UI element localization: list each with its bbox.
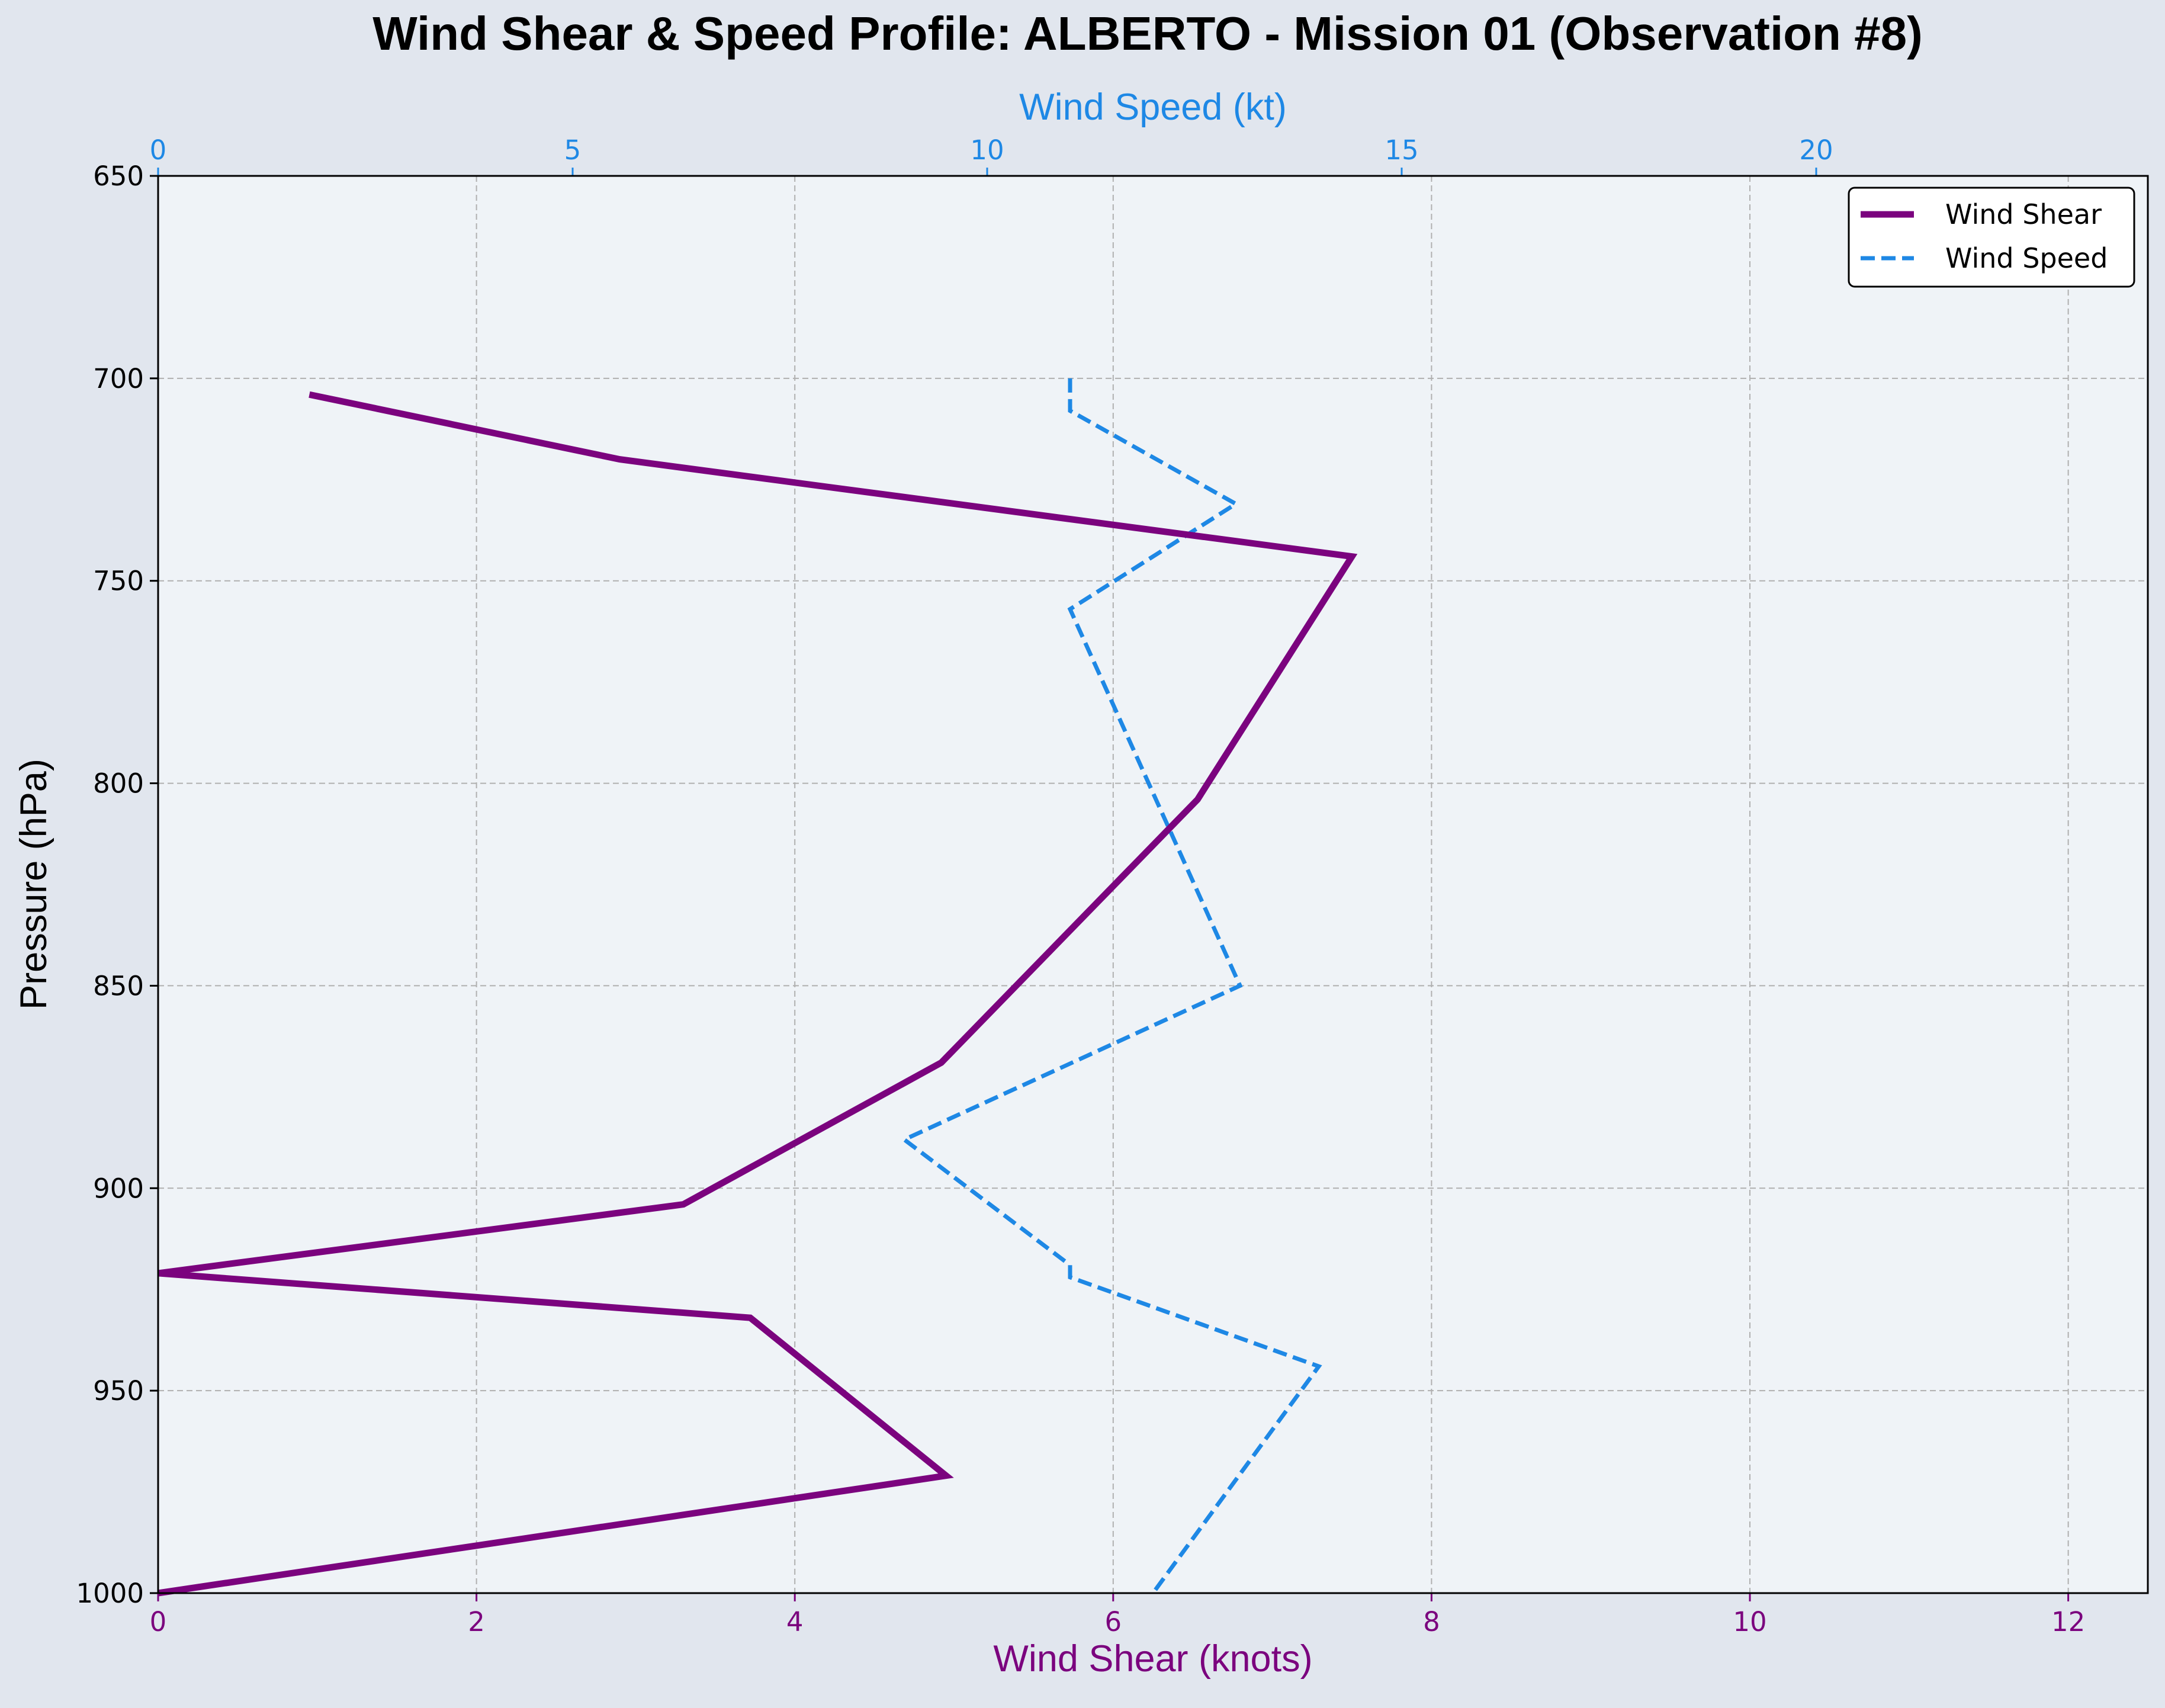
y-tick-label: 750	[93, 566, 144, 597]
legend-wind-shear-label: Wind Shear	[1945, 198, 2102, 230]
y-tick-label: 850	[93, 970, 144, 1001]
series-wind-speed-line	[900, 378, 1322, 1595]
plot-background	[158, 176, 2148, 1593]
x-bottom-tick-label: 8	[1423, 1606, 1440, 1638]
x-axis-bottom-label: Wind Shear (knots)	[993, 1638, 1312, 1680]
x-top-tick-label: 0	[150, 134, 167, 166]
series-wind-shear-line	[158, 391, 1358, 1597]
x-axis-top-label: Wind Speed (kt)	[1019, 86, 1287, 128]
x-top-tick-label: 20	[1799, 134, 1833, 166]
legend-box	[1848, 187, 2135, 288]
chart-title: Wind Shear & Speed Profile: ALBERTO - Mi…	[372, 7, 1923, 60]
plot-frame	[157, 175, 2149, 1594]
y-tick-label: 800	[93, 768, 144, 800]
x-top-tick-label: 15	[1385, 134, 1418, 166]
x-bottom-tick-label: 0	[150, 1606, 167, 1638]
x-top-tick-label: 10	[970, 134, 1004, 166]
legend: Wind Shear Wind Speed	[1848, 187, 2135, 288]
x-bottom-tick-label: 6	[1104, 1606, 1122, 1638]
y-tick-label: 950	[93, 1375, 144, 1407]
x-bottom-tick-label: 10	[1733, 1606, 1766, 1638]
y-tick-label: 700	[93, 363, 144, 394]
x-top-tick-label: 5	[564, 134, 582, 166]
legend-wind-speed-label: Wind Speed	[1945, 242, 2108, 274]
y-tick-label: 650	[93, 160, 144, 192]
y-tick-label: 1000	[76, 1578, 144, 1609]
y-tick-label: 900	[93, 1173, 144, 1204]
x-bottom-tick-label: 2	[468, 1606, 485, 1638]
y-axis-label: Pressure (hPa)	[13, 759, 54, 1010]
x-bottom-tick-label: 12	[2051, 1606, 2085, 1638]
x-bottom-tick-label: 4	[786, 1606, 804, 1638]
